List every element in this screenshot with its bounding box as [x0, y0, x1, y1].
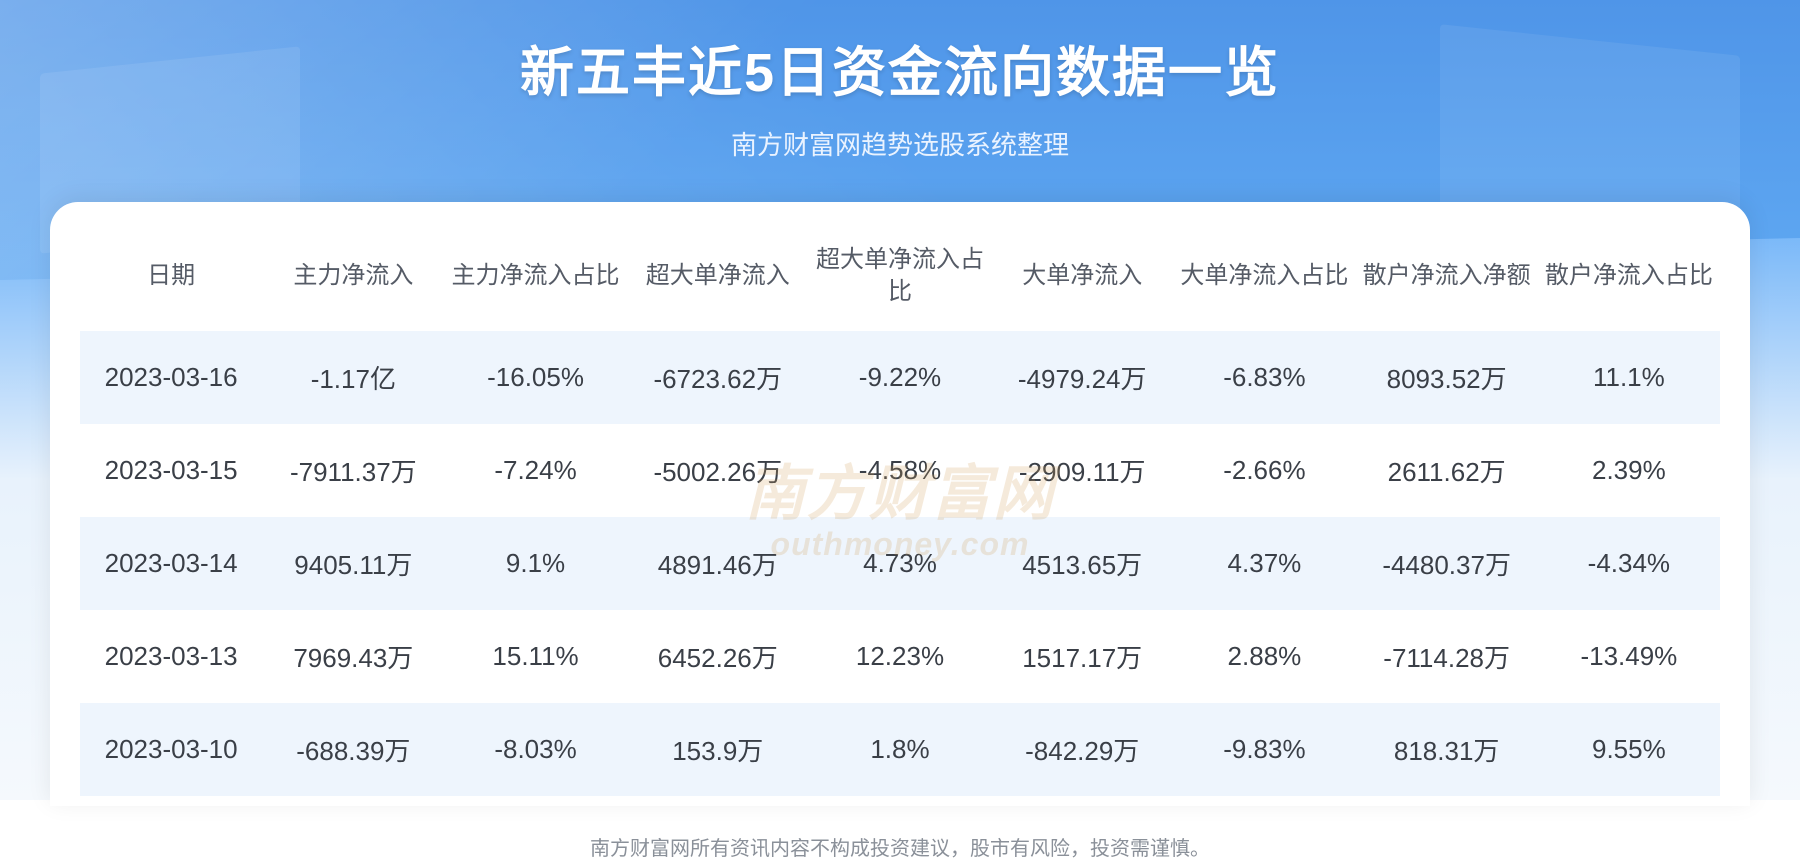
- cell: 4.37%: [1173, 517, 1355, 610]
- cell: 818.31万: [1356, 703, 1538, 796]
- col-main-net: 主力净流入: [262, 222, 444, 331]
- cell: 9405.11万: [262, 517, 444, 610]
- cell: 1.8%: [809, 703, 991, 796]
- disclaimer-text: 南方财富网所有资讯内容不构成投资建议，股市有风险，投资需谨慎。: [0, 832, 1800, 861]
- cell: 4891.46万: [627, 517, 809, 610]
- table-row: 2023-03-16 -1.17亿 -16.05% -6723.62万 -9.2…: [80, 331, 1720, 424]
- header: 新五丰近5日资金流向数据一览 南方财富网趋势选股系统整理: [0, 0, 1800, 162]
- cell: -9.22%: [809, 331, 991, 424]
- cell: -6.83%: [1173, 331, 1355, 424]
- cell: -13.49%: [1538, 610, 1720, 703]
- cell: 2611.62万: [1356, 424, 1538, 517]
- cell: 8093.52万: [1356, 331, 1538, 424]
- cell: 4.73%: [809, 517, 991, 610]
- cell: -2.66%: [1173, 424, 1355, 517]
- cell: 12.23%: [809, 610, 991, 703]
- cell: 15.11%: [444, 610, 626, 703]
- cell: 9.55%: [1538, 703, 1720, 796]
- cell: -842.29万: [991, 703, 1173, 796]
- page-subtitle: 南方财富网趋势选股系统整理: [0, 125, 1800, 162]
- table-row: 2023-03-15 -7911.37万 -7.24% -5002.26万 -4…: [80, 424, 1720, 517]
- col-xl-net-pct: 超大单净流入占比: [809, 222, 991, 331]
- cell: 2.39%: [1538, 424, 1720, 517]
- cell: -7.24%: [444, 424, 626, 517]
- cell: 6452.26万: [627, 610, 809, 703]
- cell: -9.83%: [1173, 703, 1355, 796]
- cell: -4480.37万: [1356, 517, 1538, 610]
- cell: -4.34%: [1538, 517, 1720, 610]
- table-body: 2023-03-16 -1.17亿 -16.05% -6723.62万 -9.2…: [80, 331, 1720, 796]
- cell: -16.05%: [444, 331, 626, 424]
- banner-background: 新五丰近5日资金流向数据一览 南方财富网趋势选股系统整理 南方财富网 outhm…: [0, 0, 1800, 800]
- cell: -7911.37万: [262, 424, 444, 517]
- table-row: 2023-03-10 -688.39万 -8.03% 153.9万 1.8% -…: [80, 703, 1720, 796]
- cell: 9.1%: [444, 517, 626, 610]
- table-row: 2023-03-13 7969.43万 15.11% 6452.26万 12.2…: [80, 610, 1720, 703]
- cell: 2023-03-14: [80, 517, 262, 610]
- cell: -2909.11万: [991, 424, 1173, 517]
- cell: 11.1%: [1538, 331, 1720, 424]
- cell: -6723.62万: [627, 331, 809, 424]
- cell: -5002.26万: [627, 424, 809, 517]
- cell: 2023-03-13: [80, 610, 262, 703]
- cell: 153.9万: [627, 703, 809, 796]
- cell: -4.58%: [809, 424, 991, 517]
- cell: -4979.24万: [991, 331, 1173, 424]
- cell: -8.03%: [444, 703, 626, 796]
- col-large-net-pct: 大单净流入占比: [1173, 222, 1355, 331]
- col-retail-net: 散户净流入净额: [1356, 222, 1538, 331]
- cell: 1517.17万: [991, 610, 1173, 703]
- cell: 7969.43万: [262, 610, 444, 703]
- cell: -688.39万: [262, 703, 444, 796]
- table-header-row: 日期 主力净流入 主力净流入占比 超大单净流入 超大单净流入占比 大单净流入 大…: [80, 222, 1720, 331]
- col-date: 日期: [80, 222, 262, 331]
- col-retail-net-pct: 散户净流入占比: [1538, 222, 1720, 331]
- fund-flow-table: 日期 主力净流入 主力净流入占比 超大单净流入 超大单净流入占比 大单净流入 大…: [80, 222, 1720, 796]
- table-row: 2023-03-14 9405.11万 9.1% 4891.46万 4.73% …: [80, 517, 1720, 610]
- cell: 2.88%: [1173, 610, 1355, 703]
- cell: -7114.28万: [1356, 610, 1538, 703]
- cell: 2023-03-16: [80, 331, 262, 424]
- cell: 2023-03-10: [80, 703, 262, 796]
- col-main-net-pct: 主力净流入占比: [444, 222, 626, 331]
- cell: 4513.65万: [991, 517, 1173, 610]
- cell: 2023-03-15: [80, 424, 262, 517]
- col-large-net: 大单净流入: [991, 222, 1173, 331]
- cell: -1.17亿: [262, 331, 444, 424]
- col-xl-net: 超大单净流入: [627, 222, 809, 331]
- page-title: 新五丰近5日资金流向数据一览: [0, 28, 1800, 107]
- table-card: 南方财富网 outhmoney.com 日期 主力净流入 主力净流入占比 超大单…: [50, 202, 1750, 806]
